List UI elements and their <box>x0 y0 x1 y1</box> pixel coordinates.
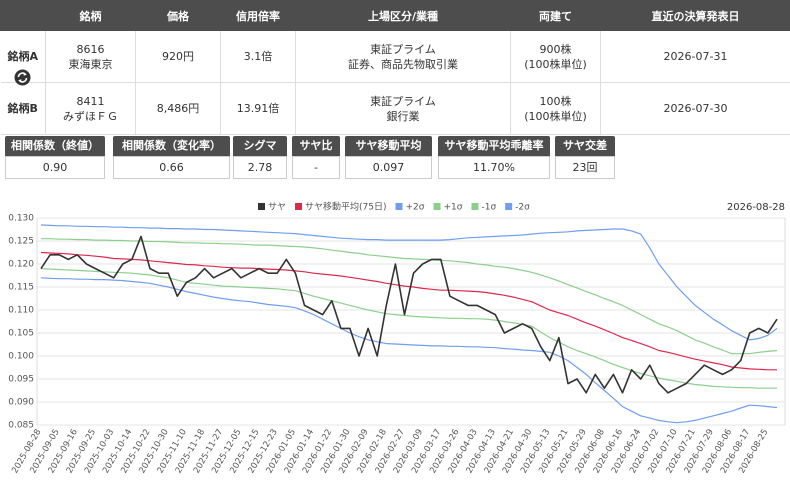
row: 銘柄A 8616 東海東京 920円 3.1倍 東証プライム 証券、商品先物取引業 … <box>0 30 790 83</box>
y-tick-label: 0.100 <box>8 352 34 362</box>
unit: (100株単位) <box>524 109 587 123</box>
header-cell: 信用倍率 <box>220 0 296 31</box>
market: 東証プライム <box>370 42 436 56</box>
chart: 2026-08-28 0.085 0.090 0.095 0.100 0.105 0.11… <box>8 201 786 475</box>
stat-label: サヤ移動平均乖離率 <box>438 136 550 156</box>
y-tick-label: 0.110 <box>8 306 34 316</box>
industry: 銀行業 <box>386 109 420 123</box>
plot-frame <box>36 217 786 426</box>
stat-box: サヤ交差 23回 <box>555 136 615 179</box>
cell: 8411 みずほＦＧ <box>45 82 136 135</box>
stat-label: 相関係数（終値） <box>5 136 105 156</box>
row-label: 銘柄B <box>0 82 46 135</box>
legend-label: -2σ <box>515 203 530 213</box>
legend-label: +1σ <box>443 203 462 213</box>
stat-value: 11.70% <box>438 156 550 179</box>
y-tick-label: 0.090 <box>8 398 34 408</box>
stat-value: 0.66 <box>113 156 230 179</box>
series-line <box>40 268 777 389</box>
header-cell: 両建て <box>510 0 601 31</box>
stat-label: サヤ交差 <box>555 136 615 156</box>
legend-label: サヤ移動平均(75日) <box>305 201 386 213</box>
market: 東証プライム <box>370 94 436 108</box>
cell: 2026-07-30 <box>600 82 790 135</box>
cell: 8616 東海東京 <box>45 30 136 83</box>
series-line <box>40 224 778 341</box>
stat-value: - <box>292 156 340 179</box>
y-tick-label: 0.115 <box>8 283 34 293</box>
stat-label: シグマ <box>233 136 287 156</box>
row: 銘柄B 8411 みずほＦＧ 8,486円 13.91倍 東証プライム 銀行業 10… <box>0 82 790 135</box>
legend-swatch <box>471 203 479 210</box>
cell: 900株 (100株単位) <box>510 30 601 83</box>
code: 8616 <box>76 42 105 56</box>
cell: 13.91倍 <box>220 82 296 135</box>
stat-value: 23回 <box>555 156 615 179</box>
y-tick-label: 0.085 <box>8 421 34 431</box>
series-line <box>41 238 778 355</box>
stat-label: サヤ移動平均 <box>345 136 432 156</box>
stat-value: 0.90 <box>5 156 105 179</box>
code: 8411 <box>76 94 105 108</box>
cell: 東証プライム 証券、商品先物取引業 <box>295 30 511 83</box>
cell: 8,486円 <box>135 82 221 135</box>
cell: 東証プライム 銀行業 <box>295 82 511 135</box>
y-tick-label: 0.120 <box>8 260 34 270</box>
pair-table: 銘柄 価格 信用倍率 上場区分/業種 両建て 直近の決算発表日 銘柄A 8616… <box>0 0 790 135</box>
header-cell: 上場区分/業種 <box>295 0 511 31</box>
swap-icon[interactable] <box>14 69 31 86</box>
stat-value: 2.78 <box>233 156 287 179</box>
y-tick-label: 0.130 <box>8 214 34 224</box>
y-tick-label: 0.105 <box>8 329 34 339</box>
header-row: 銘柄 価格 信用倍率 上場区分/業種 両建て 直近の決算発表日 <box>0 0 790 31</box>
stat-box: 相関係数（終値） 0.90 <box>5 136 105 179</box>
header-cell <box>0 0 46 31</box>
header-cell: 価格 <box>135 0 221 31</box>
y-tick-label: 0.095 <box>8 375 34 385</box>
legend-label: サヤ <box>268 202 286 213</box>
legend-swatch <box>258 203 265 210</box>
legend-swatch <box>295 203 303 210</box>
header-cell: 直近の決算発表日 <box>600 0 790 31</box>
series-line <box>40 235 778 394</box>
industry: 証券、商品先物取引業 <box>348 57 458 71</box>
series-line <box>40 277 778 424</box>
cell: 920円 <box>135 30 221 83</box>
stat-box: サヤ移動平均 0.097 <box>345 136 432 179</box>
stat-box: サヤ比 - <box>292 136 340 179</box>
stat-label: 相関係数（変化率） <box>113 136 230 156</box>
legend-label: +2σ <box>406 203 425 213</box>
stock-name: みずほＦＧ <box>63 109 118 123</box>
legend-swatch <box>433 203 441 210</box>
legend-swatch <box>505 203 513 210</box>
legend-swatch <box>395 203 403 210</box>
chart-date: 2026-08-28 <box>727 202 785 213</box>
row-label: 銘柄A <box>0 30 46 83</box>
hedge: 100株 <box>539 94 572 108</box>
stat-box: サヤ移動平均乖離率 11.70% <box>438 136 550 179</box>
cell: 3.1倍 <box>220 30 296 83</box>
stat-value: 0.097 <box>345 156 432 179</box>
stat-box: シグマ 2.78 <box>233 136 287 179</box>
header-cell: 銘柄 <box>45 0 136 31</box>
cell: 100株 (100株単位) <box>510 82 601 135</box>
hedge: 900株 <box>539 42 572 56</box>
stock-name: 東海東京 <box>68 57 113 71</box>
stat-box: 相関係数（変化率） 0.66 <box>113 136 230 179</box>
legend-label: -1σ <box>481 203 496 213</box>
y-tick-label: 0.125 <box>8 237 34 247</box>
series-line <box>40 251 777 371</box>
stat-label: サヤ比 <box>292 136 340 156</box>
cell: 2026-07-31 <box>600 30 790 83</box>
unit: (100株単位) <box>524 57 587 71</box>
